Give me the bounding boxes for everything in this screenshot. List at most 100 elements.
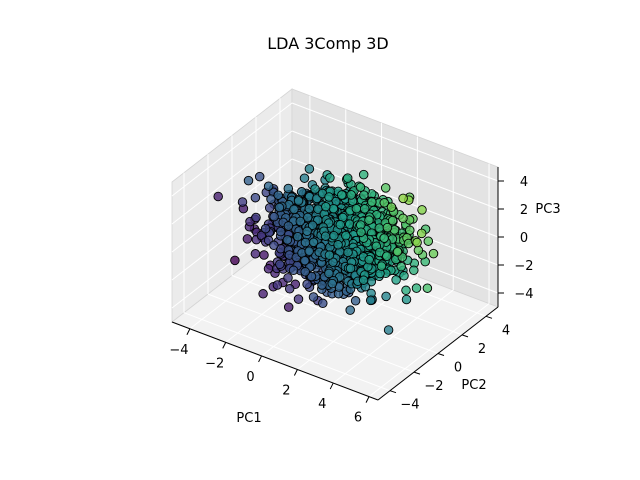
scatter-point [374,223,385,233]
scatter-point [351,203,362,214]
scatter-point [327,278,337,289]
scatter-point [381,291,391,302]
scatter-point [302,279,312,289]
scatter-point [383,325,394,335]
x-axis-label: PC1 [236,411,261,426]
scatter-point [283,302,294,312]
scatter-point [333,240,343,250]
scatter-point [260,223,271,234]
y-tick-mark [437,353,445,356]
x-tick-label: −4 [169,343,188,358]
scatter-point [258,289,268,299]
scatter-point [300,267,310,277]
scatter-point [413,245,424,256]
scatter-point [272,280,283,290]
x-tick-mark [186,328,191,336]
scatter-point [237,197,248,207]
scatter-point [296,187,307,197]
scatter-point [304,203,315,214]
scatter-point [423,236,434,246]
scatter-point [293,196,304,206]
scatter-point [275,226,286,237]
scatter-point [274,202,285,213]
scatter-point [288,265,299,276]
scatter-point [304,164,315,174]
scatter-point [329,230,339,241]
scatter-point [284,284,295,294]
scatter-point [264,203,275,213]
scatter-point [324,268,334,279]
scatter-point [263,264,274,274]
x-tick-mark [365,396,370,403]
scatter-point [392,246,403,257]
tick-labels: −4 −2 0 2 4 6 −4 −2 0 2 4 −4 −2 0 2 4 [169,175,533,426]
scatter-point [342,173,353,183]
scatter-point [376,261,387,271]
y-tick-mark [461,334,469,338]
scatter-point [318,298,328,309]
x-tick-mark [329,382,334,390]
scatter-point [345,263,356,274]
scatter-point [299,173,310,183]
scatter-point [345,305,355,315]
scatter-point [306,271,317,282]
scatter-point [250,192,261,203]
grid-z-back [291,130,499,210]
grid-z-left [171,130,293,225]
scatter-point [350,296,361,306]
x-tick-mark [258,355,263,363]
x-tick-mark [222,342,227,349]
scatter-point [300,237,311,248]
scatter-point [324,250,335,260]
scatter-point [382,251,392,261]
scatter-point [337,190,347,200]
scatter-point [283,183,294,194]
scatter-point [308,292,319,302]
scatter-point [358,169,369,180]
scatter-point [324,192,334,202]
scatter-point [289,204,299,215]
scatter-point [398,193,408,204]
y-tick-label: −2 [424,379,443,394]
x-tick-label: 2 [282,383,290,398]
scatter-point [401,294,412,305]
scatter-point [335,219,346,230]
grid-z-back [291,102,499,182]
scatter-point [417,205,427,215]
scatter-point [242,234,253,244]
scatter-point [263,181,274,191]
y-tick-mark [485,315,493,319]
scatter-point [355,182,366,192]
scatter-point [386,202,397,212]
scatter-point [411,283,422,293]
scatter-point [251,212,261,223]
y-tick-label: 4 [502,323,510,338]
scatter-point [266,194,276,204]
scatter-point [356,227,366,237]
scatter-point [250,249,261,259]
x-tick-label: 4 [318,397,326,412]
scatter-point [428,248,439,259]
scatter-point [320,231,331,241]
grid-z-left [171,102,293,197]
scatter-points [213,164,439,335]
y-tick-mark [389,390,397,394]
scatter-point [364,215,374,225]
x-tick-label: 6 [354,411,362,426]
scatter-point [321,201,331,212]
scatter-point [343,247,353,258]
scatter-point [283,221,294,231]
scatter-point [300,255,310,266]
scatter-point [391,275,401,285]
scatter-point [379,233,389,243]
scatter-point [409,265,419,276]
z-tick-label: 2 [520,203,528,218]
scatter-point [293,294,304,304]
grid-y-floor [183,312,391,392]
scatter-point [364,254,374,265]
scatter-point [358,275,369,285]
scatter-point [325,173,335,183]
scatter-point [269,240,279,251]
scatter-point [416,228,427,239]
scatter-point [310,184,320,194]
